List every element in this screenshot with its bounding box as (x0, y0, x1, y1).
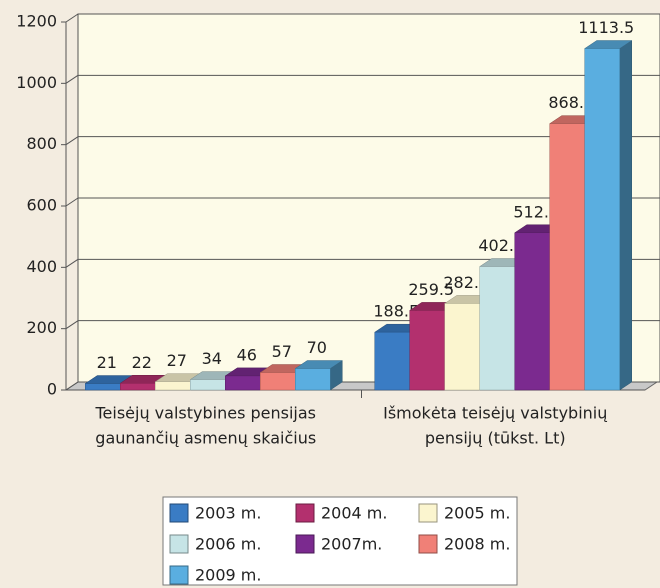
x-tick-label: gaunančių asmenų skaičius (95, 429, 316, 448)
bar-front (260, 372, 296, 391)
grid-diag (65, 136, 79, 146)
value-label: 282.2 (443, 273, 489, 292)
value-label: 22 (132, 353, 152, 372)
bar-front (225, 375, 261, 391)
grid-diag (65, 381, 79, 391)
bar-side (619, 40, 632, 391)
legend-swatch (295, 534, 315, 554)
bar-front (584, 48, 620, 391)
y-tick-label: 1000 (16, 73, 57, 92)
bar-front (444, 303, 480, 391)
value-label: 512.7 (513, 202, 559, 221)
x-tick-label: Teisėjų valstybines pensijas (94, 404, 316, 423)
y-tick-label: 800 (26, 134, 57, 153)
value-label: 57 (272, 342, 292, 361)
bar (583, 40, 633, 391)
legend-swatch (418, 534, 438, 554)
y-tick-label: 1200 (16, 12, 57, 31)
legend-box (162, 496, 518, 586)
bar-front (409, 310, 445, 391)
legend-label: 2009 m. (195, 566, 261, 585)
bar-front (190, 379, 226, 391)
bar-front (549, 123, 585, 391)
bar-front (479, 266, 515, 391)
legend-swatch (169, 565, 189, 585)
legend-label: 2003 m. (195, 504, 261, 523)
bar-front (155, 381, 191, 391)
x-tick-label: pensijų (tūkst. Lt) (425, 429, 566, 448)
value-label: 46 (237, 345, 257, 364)
y-tick-label: 400 (26, 257, 57, 276)
bar (294, 360, 344, 391)
y-tick-label: 600 (26, 196, 57, 215)
bar-front (295, 368, 331, 391)
value-label: 868.6 (548, 93, 594, 112)
bar-front (374, 331, 410, 391)
legend-label: 2008 m. (444, 535, 510, 554)
bar-front (514, 232, 550, 391)
grid-diag (65, 320, 79, 330)
grid-diag (65, 258, 79, 268)
value-label: 70 (307, 338, 327, 357)
legend-swatch (169, 534, 189, 554)
legend-swatch (418, 503, 438, 523)
value-label: 259.5 (408, 280, 454, 299)
grid-diag (65, 13, 79, 23)
legend-swatch (169, 503, 189, 523)
bar-front (85, 383, 121, 391)
y-tick-label: 200 (26, 318, 57, 337)
value-label: 188.5 (373, 302, 419, 321)
value-label: 27 (167, 351, 187, 370)
legend-label: 2004 m. (321, 504, 387, 523)
x-tick-label: Išmokėta teisėjų valstybinių (383, 404, 607, 423)
grid-diag (65, 197, 79, 207)
legend-label: 2007m. (321, 535, 382, 554)
legend-label: 2006 m. (195, 535, 261, 554)
grid-diag (65, 74, 79, 84)
bar-front (120, 383, 156, 391)
value-label: 21 (97, 353, 117, 372)
legend-swatch (295, 503, 315, 523)
legend-label: 2005 m. (444, 504, 510, 523)
value-label: 1113.5 (578, 18, 634, 37)
value-label: 34 (202, 349, 222, 368)
value-label: 402.6 (478, 236, 524, 255)
y-tick-label: 0 (47, 380, 57, 399)
